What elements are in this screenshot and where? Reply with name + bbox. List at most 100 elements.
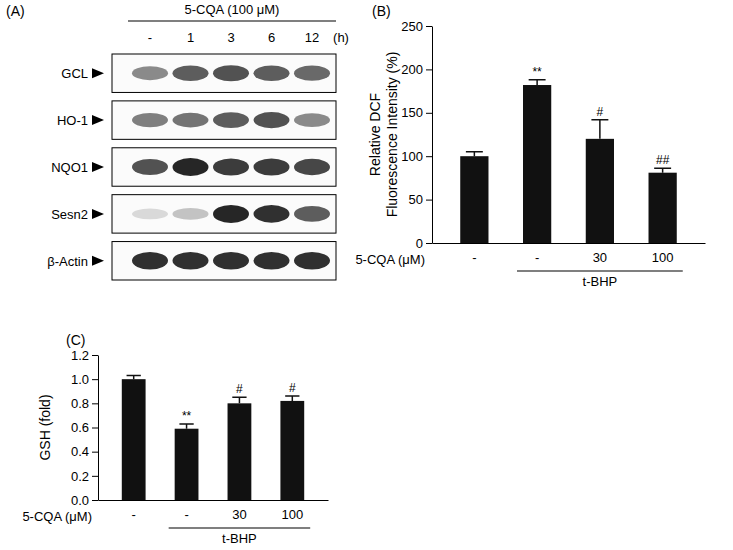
tick-label: 0 — [416, 236, 423, 251]
tick-label: 0.4 — [71, 444, 89, 459]
arrowhead — [92, 68, 104, 78]
band — [254, 112, 290, 128]
tick-label: 0.2 — [71, 468, 89, 483]
tick: 0.0 — [71, 493, 98, 508]
tick: 0.4 — [71, 444, 98, 459]
error-bar — [529, 80, 546, 85]
x-axis: - - 30 100 — [433, 243, 706, 265]
tick-mark — [92, 379, 98, 380]
tick: 100 — [652, 243, 674, 265]
axis-line — [432, 27, 433, 244]
axis-line — [433, 243, 706, 244]
tick-label: - — [535, 250, 539, 265]
significance: # — [236, 382, 243, 396]
significance: ** — [532, 65, 542, 79]
bar — [175, 429, 199, 500]
tick-label: 30 — [232, 507, 246, 522]
marks — [460, 80, 677, 243]
band — [254, 65, 290, 81]
band — [213, 158, 249, 175]
tick: 1.2 — [71, 348, 98, 363]
tick-mark — [426, 156, 432, 157]
panel-chart: (C)**##0.00.20.40.60.81.01.2--301005-CQA… — [22, 332, 328, 546]
lane-label: 1 — [187, 30, 194, 45]
tick: 200 — [401, 62, 432, 77]
protein-label: β-Actin — [47, 254, 88, 269]
tick-mark — [426, 69, 432, 70]
blot-box — [112, 242, 336, 280]
unit-label: (h) — [333, 30, 349, 45]
tick: - — [132, 500, 136, 522]
axis-line — [99, 500, 329, 501]
tick: 30 — [593, 243, 607, 265]
band — [294, 113, 330, 127]
y-label: Fluorescence Intensity (%) — [384, 52, 400, 218]
significance: # — [597, 105, 604, 119]
treatment-line — [128, 20, 336, 21]
tick-mark — [426, 26, 432, 27]
error-bar — [654, 168, 671, 172]
x-label: 5-CQA (μM) — [22, 509, 92, 524]
bar — [586, 139, 614, 243]
tick-label: 150 — [401, 105, 423, 120]
band — [294, 206, 330, 222]
arrowhead — [92, 256, 104, 266]
error-bar — [179, 424, 193, 429]
band — [294, 159, 330, 176]
panel-chart: (B)**###050100150200250--301005-CQA (μM)… — [355, 3, 705, 289]
tick-label: 0.8 — [71, 396, 89, 411]
group-line — [517, 270, 683, 271]
protein-label: GCL — [61, 66, 88, 81]
blot-box — [112, 148, 336, 186]
tick-label: 0.6 — [71, 420, 89, 435]
tick-label: 30 — [593, 250, 607, 265]
tick: 30 — [232, 500, 246, 522]
panel-label: (B) — [372, 3, 391, 19]
tick-label: 100 — [281, 507, 303, 522]
tick: 0 — [416, 236, 432, 251]
group-label: t-BHP — [583, 274, 618, 289]
error-bar — [466, 152, 483, 156]
tick-label: - — [472, 250, 476, 265]
tick-mark — [92, 500, 98, 501]
tick-label: 50 — [409, 192, 423, 207]
band — [254, 158, 290, 175]
bar — [649, 173, 677, 243]
panel-a: (A)5-CQA (100 μM)-13612(h)GCLHO-1NQO1Ses… — [6, 2, 349, 280]
treatment-label: 5-CQA (100 μM) — [185, 2, 280, 17]
bar — [523, 85, 551, 243]
band — [173, 252, 209, 270]
blot-box — [112, 101, 336, 139]
lane-label: - — [148, 30, 152, 45]
blot-box — [112, 54, 336, 92]
protein-label: HO-1 — [57, 113, 88, 128]
band — [254, 252, 290, 270]
x-label: 5-CQA (μM) — [355, 252, 425, 267]
y-axis: 0.00.20.40.60.81.01.2 — [71, 348, 99, 508]
tick-label: - — [184, 507, 188, 522]
significance: ## — [656, 153, 670, 167]
tick: 250 — [401, 19, 432, 34]
band — [294, 66, 330, 81]
tick: 0.2 — [71, 468, 98, 483]
arrowhead — [92, 209, 104, 219]
lane-label: 6 — [268, 30, 275, 45]
tick: - — [535, 243, 539, 265]
axis-line — [98, 356, 99, 501]
tick-mark — [92, 355, 98, 356]
group-line — [169, 527, 311, 528]
tick-label: 0.0 — [71, 493, 89, 508]
band — [173, 65, 209, 81]
band — [132, 66, 168, 80]
bar — [122, 379, 146, 500]
tick-label: - — [132, 507, 136, 522]
band — [132, 159, 168, 175]
figure: (A)5-CQA (100 μM)-13612(h)GCLHO-1NQO1Ses… — [0, 0, 733, 550]
tick: 100 — [401, 149, 432, 164]
bar — [228, 403, 252, 500]
error-bar — [127, 376, 141, 380]
band — [254, 205, 290, 223]
band — [132, 209, 168, 220]
band — [173, 158, 209, 176]
tick-label: 250 — [401, 19, 423, 34]
